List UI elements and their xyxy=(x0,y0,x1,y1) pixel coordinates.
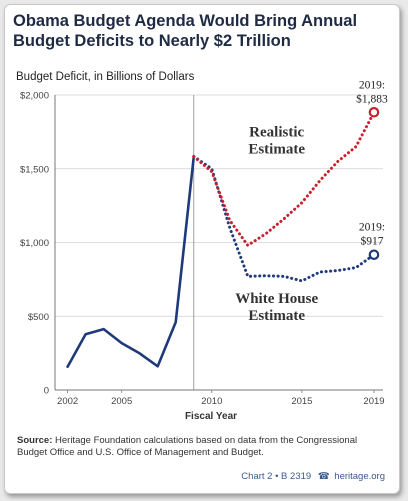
series-label: Estimate xyxy=(248,141,305,157)
annotation-year: 2019: xyxy=(359,79,385,91)
y-tick-label: 0 xyxy=(44,386,49,397)
x-tick-label: 2015 xyxy=(291,396,312,407)
series-realistic-line xyxy=(192,110,376,247)
annotation-year: 2019: xyxy=(359,222,385,234)
x-axis-label: Fiscal Year xyxy=(185,411,237,422)
y-tick-label: $2,000 xyxy=(20,91,49,102)
white-house-end-marker xyxy=(368,249,380,261)
title-line-2: Budget Deficits to Nearly $2 Trillion xyxy=(13,32,291,50)
chart-footer: Chart 2 • B 2319 ☎ heritage.org xyxy=(241,471,385,482)
series-label: Realistic xyxy=(249,124,304,140)
chart-card: Obama Budget Agenda Would Bring Annual B… xyxy=(4,4,400,494)
x-tick-label: 2019 xyxy=(363,396,384,407)
title-line-1: Obama Budget Agenda Would Bring Annual xyxy=(13,12,358,30)
source-text: Heritage Foundation calculations based o… xyxy=(17,435,358,458)
series-label: Estimate xyxy=(248,308,305,324)
series-historical-line xyxy=(66,155,196,368)
y-axis-label: Budget Deficit, in Billions of Dollars xyxy=(16,71,195,83)
series-white-house-line xyxy=(192,155,376,283)
y-tick-label: $1,500 xyxy=(20,164,49,175)
annotation-value: $1,883 xyxy=(356,92,388,105)
site-link[interactable]: heritage.org xyxy=(334,471,385,482)
annotation-value: $917 xyxy=(360,235,383,248)
source-label: Source: xyxy=(17,435,53,446)
series-label: White House xyxy=(235,291,318,307)
x-tick-label: 2002 xyxy=(57,396,78,407)
chart-plot: 0 $500 $1,000 $1,500 $2,000 2002 2005 2010 2015 2… xyxy=(20,79,388,422)
x-tick-label: 2005 xyxy=(111,396,132,407)
y-tick-label: $1,000 xyxy=(20,238,49,249)
bell-icon: ☎ xyxy=(317,471,330,482)
realistic-end-marker xyxy=(368,106,380,118)
y-tick-label: $500 xyxy=(28,312,49,323)
chart-number: Chart 2 • B 2319 xyxy=(241,471,312,482)
x-tick-label: 2010 xyxy=(201,396,222,407)
source-note: Source: Heritage Foundation calculations… xyxy=(17,435,387,459)
chart-title: Obama Budget Agenda Would Bring Annual B… xyxy=(13,11,393,51)
